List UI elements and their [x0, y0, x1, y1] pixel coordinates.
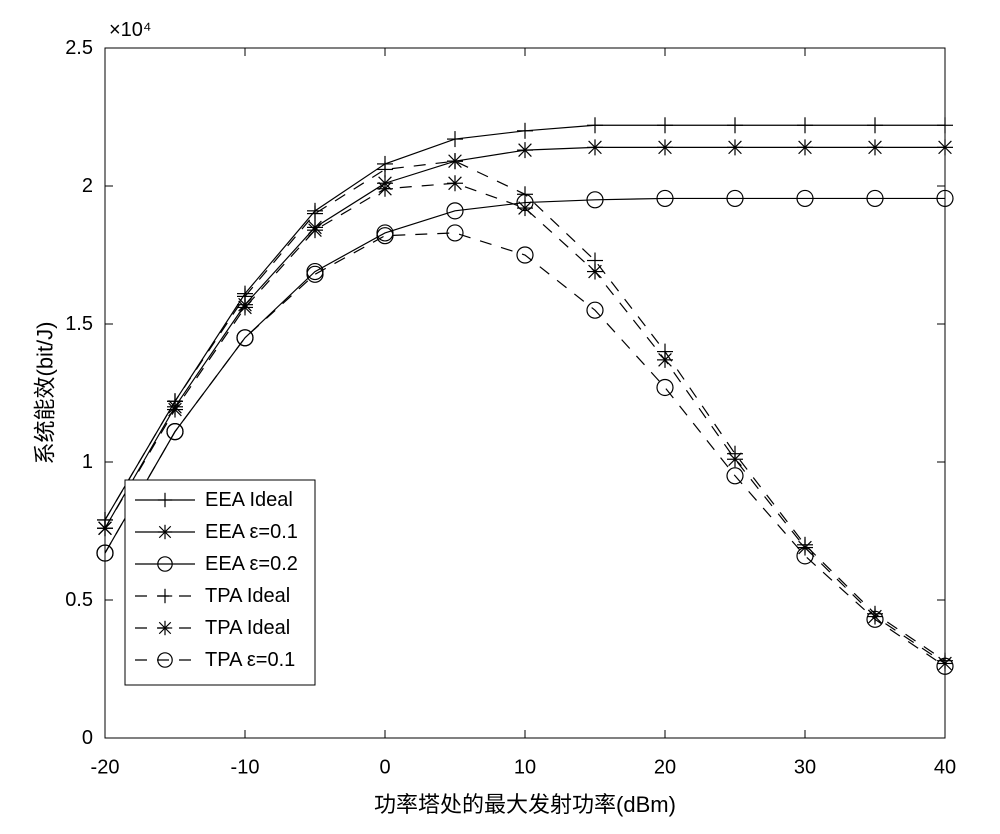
y-tick-label: 2: [82, 175, 93, 197]
x-tick-label: 30: [794, 757, 816, 779]
series-eea_ideal: [97, 117, 953, 528]
y-exponent-label: ×10⁴: [109, 19, 152, 41]
y-tick-label: 1.5: [65, 313, 93, 335]
legend-label-tpa_e01: TPA ε=0.1: [205, 649, 295, 671]
chart-svg: -20 -10 0 10 20 30 40 0 0.5 1 1.5 2 2.5 功率塔处的最大发射功率(d…: [0, 0, 1000, 834]
chart-container: -20 -10 0 10 20 30 40 0 0.5 1 1.5 2 2.5 功率塔处的最大发射功率(d…: [0, 0, 1000, 834]
legend-label-tpa_ideal: TPA Ideal: [205, 585, 290, 607]
x-axis-label: 功率塔处的最大发射功率(dBm): [374, 792, 676, 817]
legend-label-eea_e01: EEA ε=0.1: [205, 521, 298, 543]
x-tick-label: 20: [654, 757, 676, 779]
legend: EEA Ideal EEA ε=0.1 EEA ε=0.2 TPA Ideal TPA …: [125, 480, 315, 685]
x-tick-label: -10: [231, 757, 260, 779]
y-tick-label: 0: [82, 727, 93, 749]
x-tick-label: 40: [934, 757, 956, 779]
y-tick-label: 0.5: [65, 589, 93, 611]
x-tick-label: -20: [91, 757, 120, 779]
y-tick-label: 2.5: [65, 37, 93, 59]
legend-label-eea_e02: EEA ε=0.2: [205, 553, 298, 575]
x-tick-label: 10: [514, 757, 536, 779]
x-tick-label: 0: [379, 757, 390, 779]
y-tick-label: 1: [82, 451, 93, 473]
legend-label-eea_ideal: EEA Ideal: [205, 489, 293, 511]
legend-label-tpa_ideal2: TPA Ideal: [205, 617, 290, 639]
y-axis-label: 系统能效(bit/J): [33, 321, 58, 464]
